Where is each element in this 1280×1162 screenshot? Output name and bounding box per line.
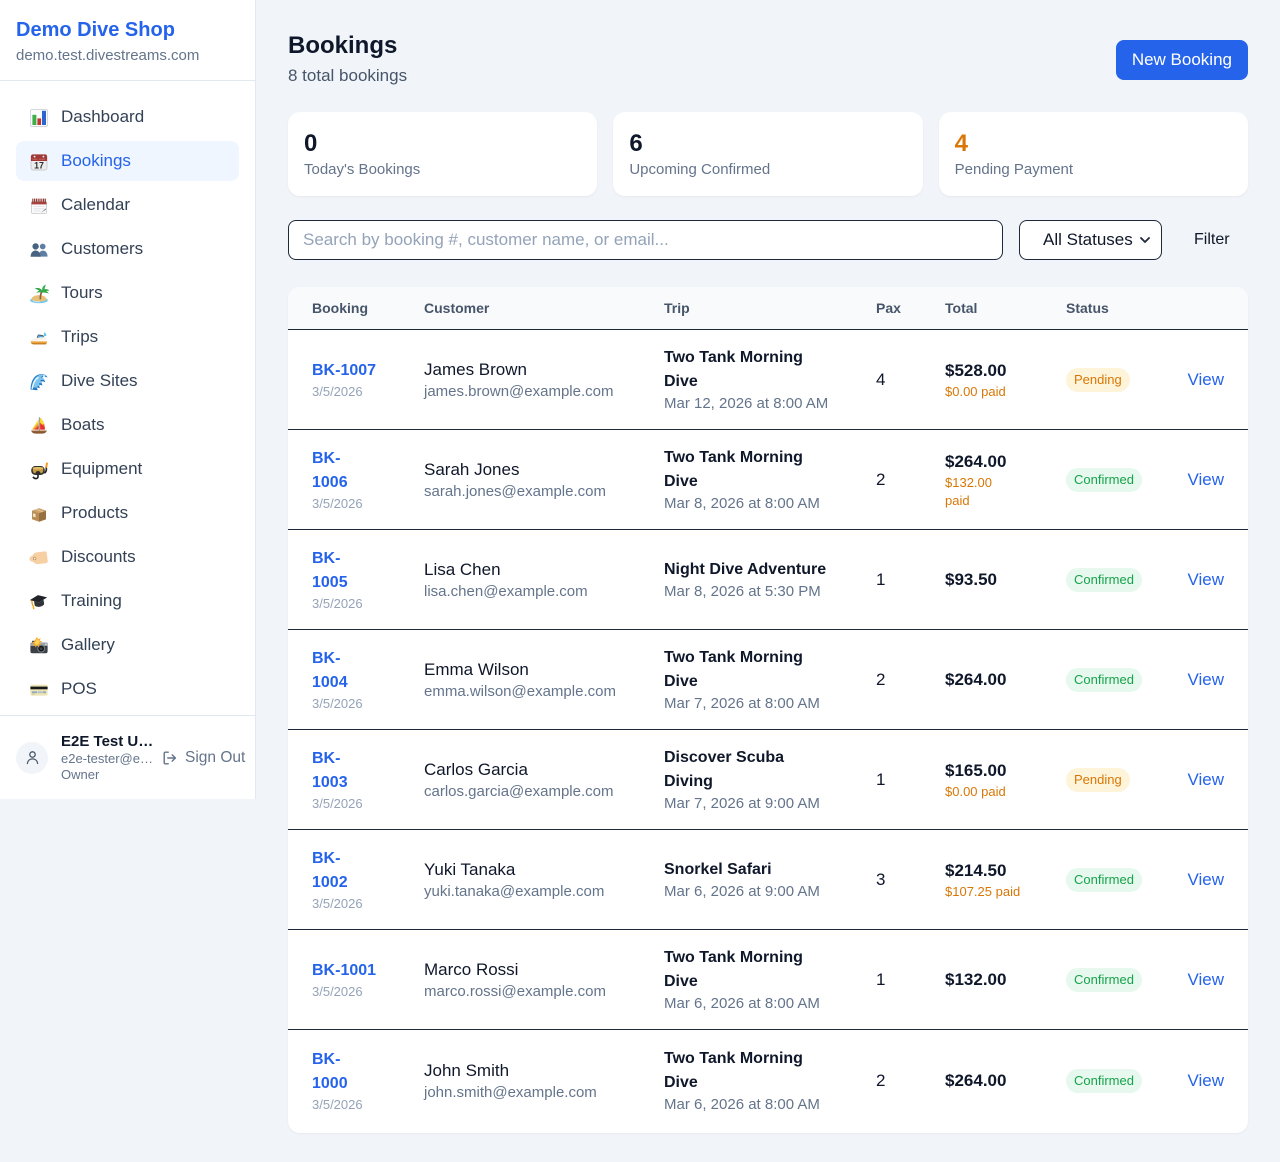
svg-text:17: 17 (34, 160, 44, 170)
